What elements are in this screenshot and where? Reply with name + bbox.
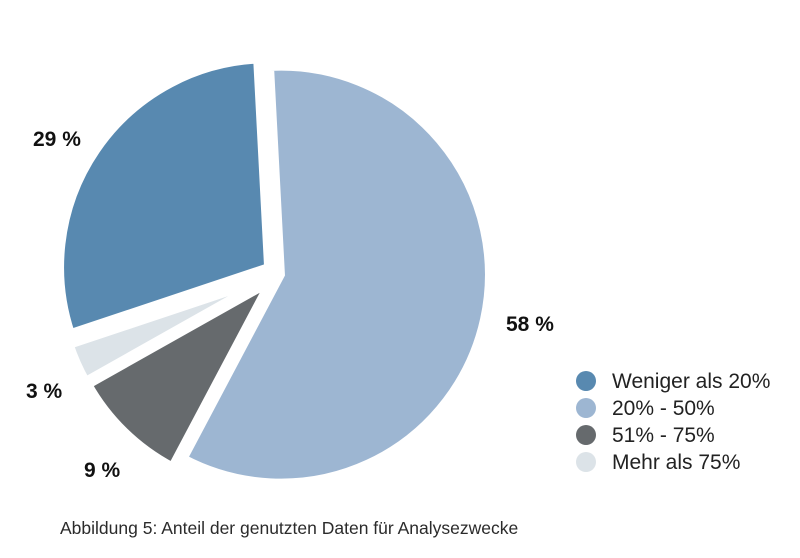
value-label: 9 % bbox=[84, 459, 121, 482]
legend-swatch bbox=[576, 425, 596, 445]
slice-20-50 bbox=[178, 62, 493, 487]
slice-mehr-als-75 bbox=[64, 275, 269, 387]
legend-item: 51% - 75% bbox=[576, 424, 715, 447]
legend-item: Weniger als 20% bbox=[576, 370, 770, 393]
value-label: 29 % bbox=[33, 128, 81, 151]
value-label: 3 % bbox=[26, 380, 63, 403]
value-label: 58 % bbox=[506, 313, 554, 336]
slice-weniger-als-20 bbox=[56, 55, 273, 339]
legend-swatch bbox=[576, 398, 596, 418]
slice-51-75 bbox=[82, 272, 280, 472]
legend-label: Mehr als 75% bbox=[612, 451, 740, 474]
figure-caption: Abbildung 5: Anteil der genutzten Daten … bbox=[60, 518, 519, 538]
pie-slices bbox=[56, 55, 493, 487]
legend-swatch bbox=[576, 452, 596, 472]
legend-item: Mehr als 75% bbox=[576, 451, 740, 474]
legend-item: 20% - 50% bbox=[576, 397, 715, 420]
legend-label: Weniger als 20% bbox=[612, 370, 770, 393]
legend-swatch bbox=[576, 371, 596, 391]
pie-value-labels: 29 % 58 % 9 % 3 % bbox=[26, 128, 554, 482]
legend: Weniger als 20% 20% - 50% 51% - 75% Mehr al… bbox=[576, 370, 770, 474]
legend-label: 20% - 50% bbox=[612, 397, 715, 420]
legend-label: 51% - 75% bbox=[612, 424, 715, 447]
